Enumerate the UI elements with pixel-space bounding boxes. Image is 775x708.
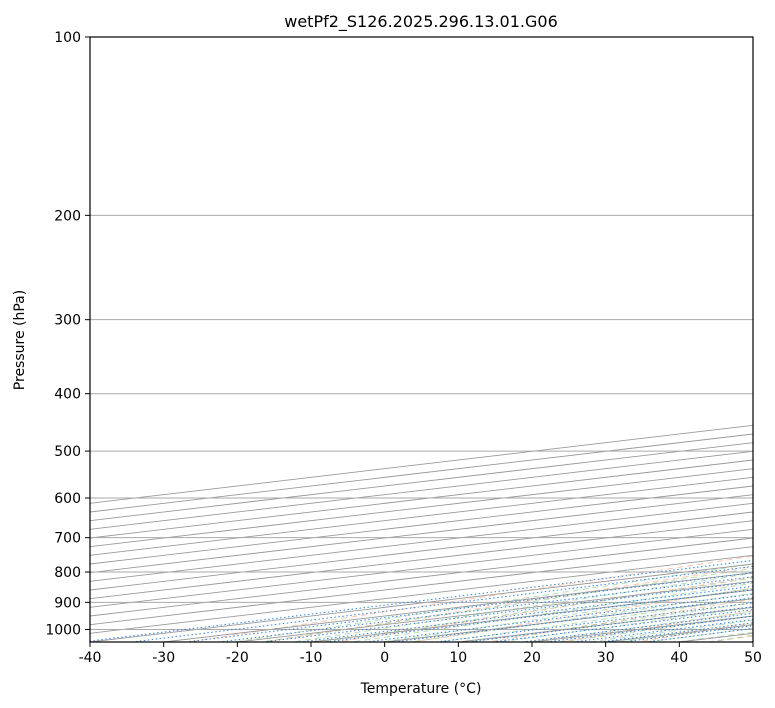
y-tick-label: 100 [54, 30, 81, 46]
isotherm [90, 433, 753, 513]
isotherm [752, 641, 753, 642]
moist-adiabat [555, 615, 753, 642]
isotherm [237, 580, 753, 642]
isotherm [90, 502, 753, 582]
isotherm [90, 546, 753, 626]
isotherm [90, 537, 753, 617]
isotherm [310, 589, 753, 642]
mixing-ratio-line [432, 602, 753, 642]
isotherm [90, 563, 753, 642]
isotherm [90, 476, 753, 556]
y-axis-title: Pressure (hPa) [12, 290, 28, 390]
dry-adiabat [559, 610, 753, 642]
dry-adiabat [708, 634, 753, 642]
moist-adiabat [702, 635, 753, 642]
isotherm [90, 450, 753, 530]
mixing-ratio-line [488, 609, 753, 642]
y-tick-label: 900 [54, 595, 81, 611]
y-tick-label: 400 [54, 387, 81, 403]
isotherm [90, 485, 753, 565]
isotherm [458, 606, 753, 642]
isotherm [90, 528, 753, 608]
y-tick-label: 800 [54, 565, 81, 581]
mixing-ratio-line [90, 559, 753, 642]
x-axis: -40 -30 -20 -10 0 10 20 30 40 50 [79, 642, 762, 666]
isotherm [90, 424, 753, 504]
mixing-ratio-line [463, 606, 753, 642]
y-tick-label: 500 [54, 444, 81, 460]
moist-adiabat [466, 602, 753, 642]
moist-adiabat [584, 619, 753, 642]
isotherm [163, 572, 753, 642]
mixing-ratio-line [542, 615, 753, 642]
isotherm [90, 494, 753, 574]
x-axis-title: Temperature (°C) [360, 681, 482, 697]
moist-adiabat [673, 631, 753, 642]
x-tick-label: 30 [597, 650, 615, 666]
isotherm [90, 459, 753, 539]
x-tick-label: 40 [670, 650, 688, 666]
x-tick-label: 10 [449, 650, 467, 666]
moist-adiabat [407, 592, 753, 642]
y-tick-label: 1000 [45, 622, 81, 638]
mixing-ratio-line [517, 612, 753, 642]
y-tick-label: 700 [54, 531, 81, 547]
x-tick-label: 50 [744, 650, 762, 666]
isotherm [605, 624, 753, 642]
isotherm [679, 632, 753, 642]
plot-frame [89, 36, 754, 643]
moist-adiabat [377, 587, 753, 642]
isotherm [90, 554, 753, 634]
x-tick-label: 0 [380, 650, 389, 666]
isotherm [90, 511, 753, 591]
x-tick-label: -30 [152, 650, 175, 666]
background-lines [90, 37, 753, 642]
moist-adiabat [318, 577, 753, 642]
dry-adiabat [409, 587, 753, 642]
mixing-ratio-line [127, 565, 753, 642]
y-axis: 100 200 300 400 500 600 700 800 900 1000 [45, 30, 90, 638]
moist-adiabat [229, 563, 753, 642]
mixing-ratio-line [295, 585, 753, 642]
x-tick-label: 20 [523, 650, 541, 666]
isotherm [90, 468, 753, 548]
y-tick-label: 600 [54, 491, 81, 507]
x-tick-label: -40 [79, 650, 102, 666]
x-tick-label: -20 [226, 650, 249, 666]
moist-adiabat [496, 606, 753, 642]
chart-title: wetPf2_S126.2025.296.13.01.G06 [284, 12, 558, 32]
x-tick-label: -10 [300, 650, 323, 666]
isotherm [90, 442, 753, 522]
y-tick-label: 200 [54, 208, 81, 224]
y-tick-label: 300 [54, 313, 81, 329]
isotherm [90, 520, 753, 600]
mixing-ratio-line [618, 625, 753, 642]
